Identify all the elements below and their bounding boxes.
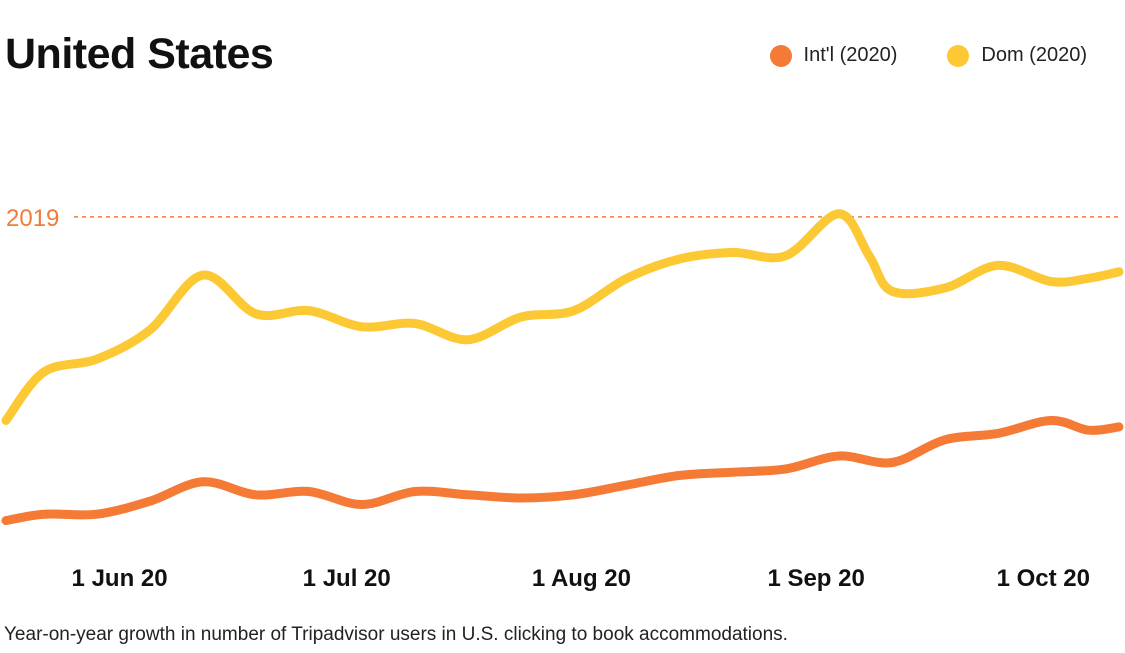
series-line-dom <box>1 209 1124 425</box>
x-tick-label: 1 Sep 20 <box>767 565 864 592</box>
chart-caption: Year-on-year growth in number of Tripadv… <box>4 624 788 645</box>
legend-label-intl: Int'l (2020) <box>803 44 898 66</box>
reference-line-label: 2019 <box>6 205 59 232</box>
legend-item-intl: Int'l (2020) <box>769 44 898 67</box>
legend-swatch-dom <box>947 44 970 67</box>
x-tick-label: 1 Jun 20 <box>72 565 168 592</box>
x-tick-label: 1 Aug 20 <box>532 565 631 592</box>
series-line-intl <box>1 416 1124 526</box>
legend-swatch-intl <box>769 44 792 67</box>
legend-label-dom: Dom (2020) <box>981 44 1087 66</box>
chart-title: United States <box>5 30 274 78</box>
x-tick-label: 1 Jul 20 <box>303 565 391 592</box>
legend: Int'l (2020) Dom (2020) <box>769 44 1087 67</box>
x-tick-label: 1 Oct 20 <box>997 565 1090 592</box>
legend-item-dom: Dom (2020) <box>947 44 1087 67</box>
